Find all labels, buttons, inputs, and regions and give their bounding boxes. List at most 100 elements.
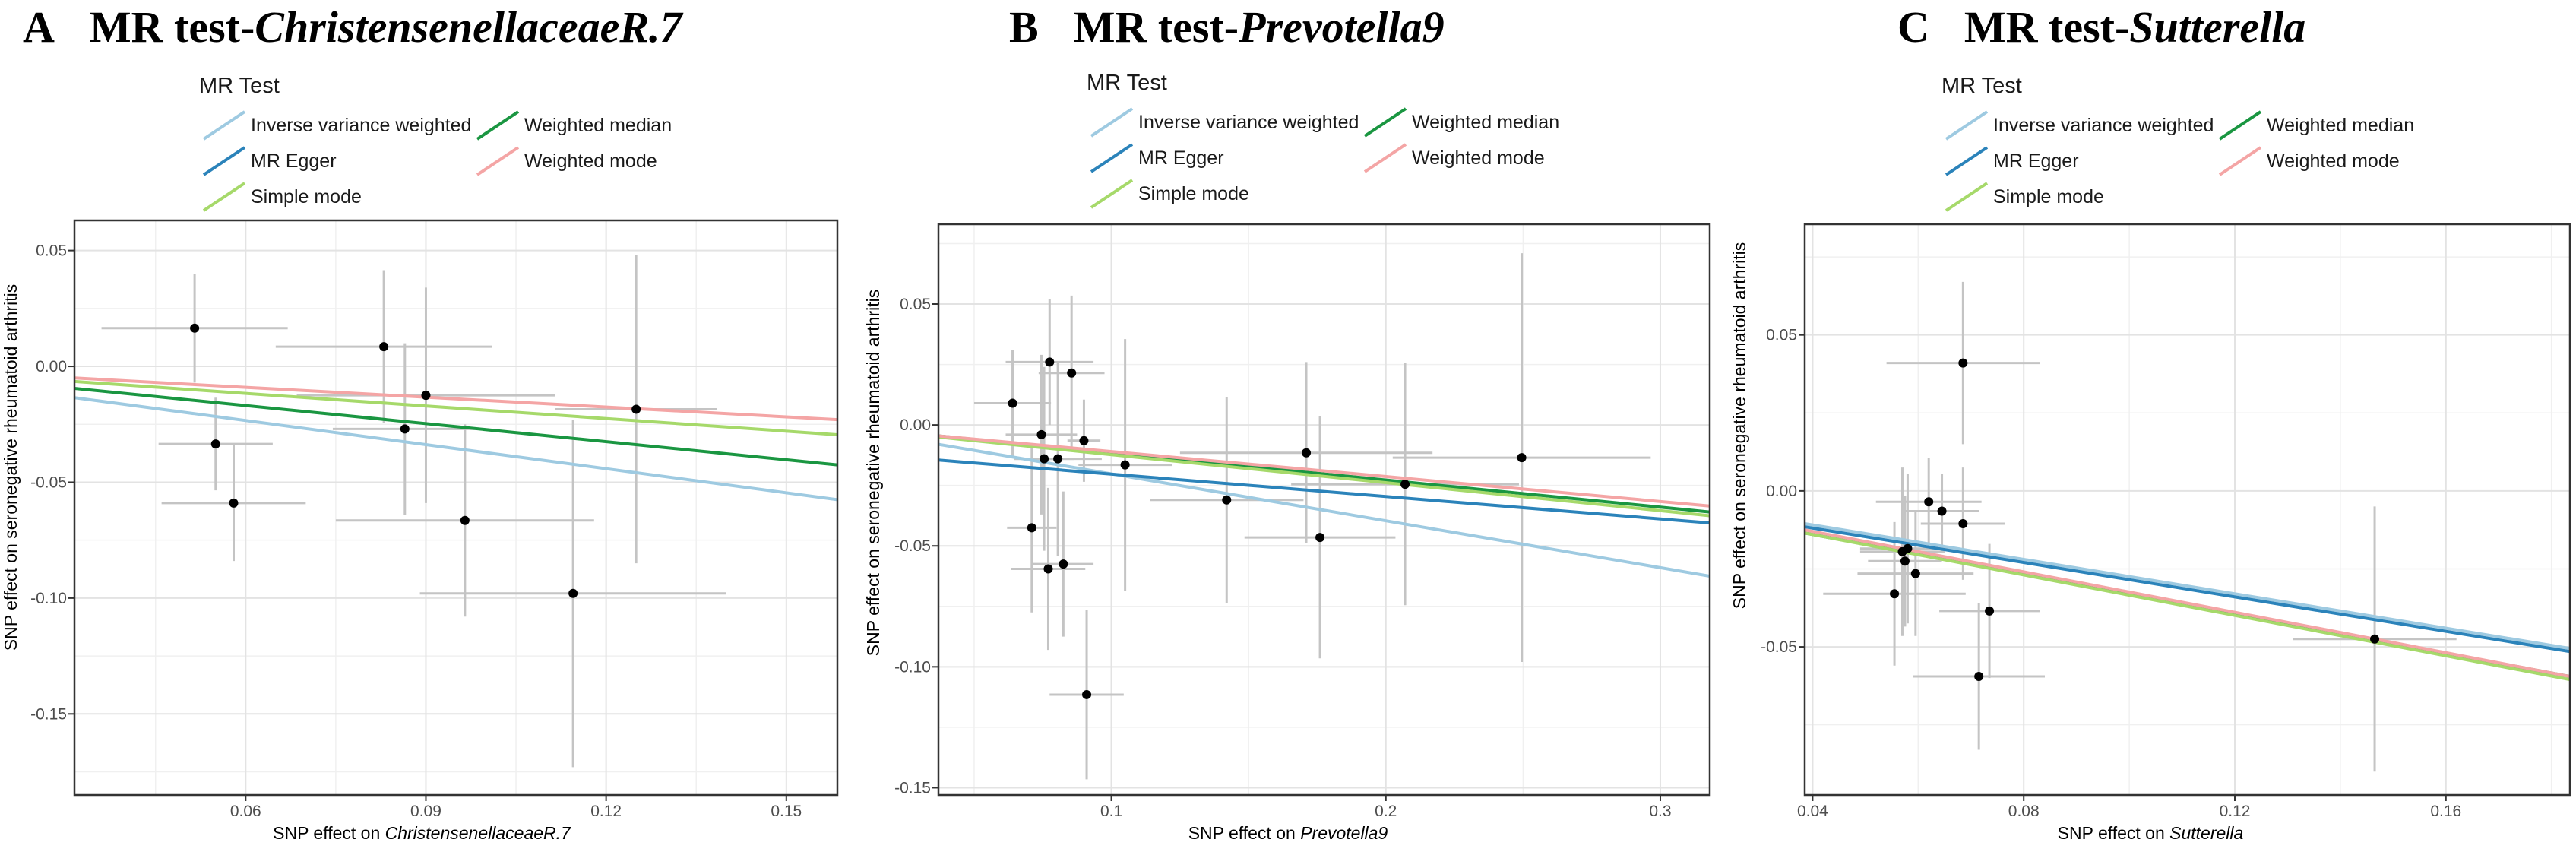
panel-a-title-prefix: MR test- — [89, 2, 255, 52]
y-tick-label: -0.15 — [894, 779, 931, 797]
legend-key-weighted-mode — [473, 144, 523, 178]
panel-c-x-axis-title: SNP effect on Sutterella — [1725, 823, 2576, 844]
panel-c-title-genus: Sutterella — [2129, 2, 2306, 52]
data-point — [2370, 634, 2380, 644]
inverse-variance-weighted-line — [74, 396, 837, 502]
y-tick-label: -0.05 — [30, 474, 67, 491]
panel-c-xlabel-genus: Sutterella — [2169, 823, 2244, 843]
legend-label-simple-mode: Simple mode — [1138, 183, 1249, 204]
panel-a: A MR test-ChristensenellaceaeR.7 MR Test … — [0, 0, 843, 852]
legend-label-mr-egger: MR Egger — [1993, 150, 2079, 172]
simple-mode-line — [1805, 531, 2570, 682]
y-tick-label: -0.10 — [894, 658, 931, 676]
legend-key-mr-egger — [1087, 141, 1137, 175]
data-point — [421, 391, 431, 401]
y-tick-label: 0.00 — [1766, 483, 1797, 500]
data-point — [1924, 497, 1934, 507]
legend-key-ivw — [199, 109, 249, 142]
panel-c: C MR test-Sutterella MR Test Inverse vari… — [1725, 0, 2576, 852]
panel-a-grid — [74, 220, 837, 795]
legend-title: MR Test — [1087, 71, 1167, 95]
data-point — [1958, 358, 1968, 368]
panel-a-legend: MR Test Inverse variance weighted MR Egg… — [199, 74, 731, 226]
panel-a-ticks: 0.06 0.09 0.12 0.15 -0.15 -0.10 -0.05 0.00 0.05 — [30, 242, 802, 820]
panel-b-plot: 0.1 0.2 0.3 -0.15 -0.10 -0.05 0.00 0.05 SNP effe… — [863, 223, 1711, 820]
data-point — [400, 424, 410, 434]
data-point — [460, 515, 470, 525]
panel-c-heading: C MR test-Sutterella — [1897, 2, 2305, 52]
x-tick-label: 0.16 — [2430, 803, 2461, 820]
panel-a-xlabel-prefix: SNP effect on — [273, 823, 385, 843]
panel-b-y-axis-title: SNP effect on seronegative rheumatoid ar… — [863, 290, 883, 656]
y-tick-label: 0.05 — [900, 296, 931, 313]
panel-b-letter: B — [1009, 2, 1039, 52]
x-tick-label: 0.15 — [771, 803, 802, 820]
panel-a-points — [190, 323, 641, 598]
x-tick-label: 0.1 — [1100, 803, 1122, 820]
panel-a-x-axis-title: SNP effect on ChristensenellaceaeR.7 — [0, 823, 843, 844]
data-point — [1974, 672, 1984, 682]
y-tick-label: -0.15 — [30, 705, 67, 723]
data-point — [1036, 429, 1046, 439]
legend-label-simple-mode: Simple mode — [251, 186, 362, 207]
legend-key-ivw — [1941, 109, 1992, 142]
panel-a-frame — [73, 219, 839, 797]
legend-label-weighted-median: Weighted median — [524, 115, 672, 136]
legend-key-simple-mode — [1087, 177, 1137, 211]
data-point — [1045, 357, 1055, 367]
inverse-variance-weighted-line — [938, 442, 1710, 578]
legend-label-weighted-median: Weighted median — [2267, 115, 2415, 136]
panel-c-ticks: 0.04 0.08 0.12 0.16 -0.05 0.00 0.05 — [1761, 327, 2461, 820]
legend-label-simple-mode: Simple mode — [1993, 186, 2104, 207]
panel-b-legend: MR Test Inverse variance weighted MR Egg… — [1087, 71, 1619, 223]
y-tick-label: 0.00 — [900, 416, 931, 434]
panel-c-xlabel-prefix: SNP effect on — [2057, 823, 2170, 843]
legend-key-weighted-median — [473, 109, 523, 142]
panel-b-ticks: 0.1 0.2 0.3 -0.15 -0.10 -0.05 0.00 0.05 — [894, 296, 1671, 820]
weighted-mode-line — [74, 376, 837, 422]
data-point — [1027, 523, 1036, 533]
weighted-mode-line — [1805, 528, 2570, 679]
panel-b-title-prefix: MR test- — [1073, 2, 1239, 52]
data-point — [1890, 589, 1900, 599]
legend-key-ivw — [1087, 106, 1137, 139]
panel-b: B MR test-Prevotella9 MR Test Inverse var… — [859, 0, 1717, 852]
data-point — [1043, 564, 1053, 574]
legend-label-weighted-mode: Weighted mode — [2267, 150, 2400, 172]
x-tick-label: 0.2 — [1375, 803, 1397, 820]
panel-a-xlabel-genus: ChristensenellaceaeR.7 — [385, 823, 571, 843]
data-point — [379, 342, 389, 352]
mr-egger-line — [938, 458, 1710, 524]
data-point — [1008, 398, 1017, 408]
simple-mode-line — [938, 436, 1710, 518]
x-tick-label: 0.06 — [230, 803, 261, 820]
y-tick-label: 0.00 — [36, 358, 67, 375]
data-point — [631, 404, 641, 414]
legend-key-weighted-median — [1360, 106, 1410, 139]
panel-c-y-axis-title: SNP effect on seronegative rheumatoid ar… — [1729, 242, 1749, 609]
panel-b-title-genus: Prevotella9 — [1239, 2, 1445, 52]
legend-label-ivw: Inverse variance weighted — [1138, 112, 1359, 133]
legend-label-weighted-median: Weighted median — [1412, 112, 1560, 133]
data-point — [1903, 543, 1913, 553]
legend-label-weighted-mode: Weighted mode — [524, 150, 657, 172]
legend-key-simple-mode — [1941, 180, 1992, 214]
panel-c-frame — [1803, 223, 2571, 797]
data-point — [1910, 569, 1920, 578]
legend-key-weighted-mode — [1360, 141, 1410, 175]
legend-title: MR Test — [199, 74, 280, 98]
data-point — [1315, 533, 1325, 543]
x-tick-label: 0.12 — [590, 803, 622, 820]
panel-c-title-prefix: MR test- — [1964, 2, 2130, 52]
data-point — [210, 439, 220, 449]
data-point — [1302, 448, 1312, 458]
data-point — [568, 588, 578, 598]
y-tick-label: -0.10 — [30, 590, 67, 607]
data-point — [229, 498, 239, 508]
panel-a-y-axis-title: SNP effect on seronegative rheumatoid ar… — [1, 284, 21, 651]
data-point — [1040, 454, 1049, 464]
panel-c-legend: MR Test Inverse variance weighted MR Egg… — [1941, 74, 2473, 226]
mr-egger-line — [1805, 525, 2570, 654]
data-point — [1958, 518, 1968, 528]
simple-mode-line — [74, 379, 837, 436]
